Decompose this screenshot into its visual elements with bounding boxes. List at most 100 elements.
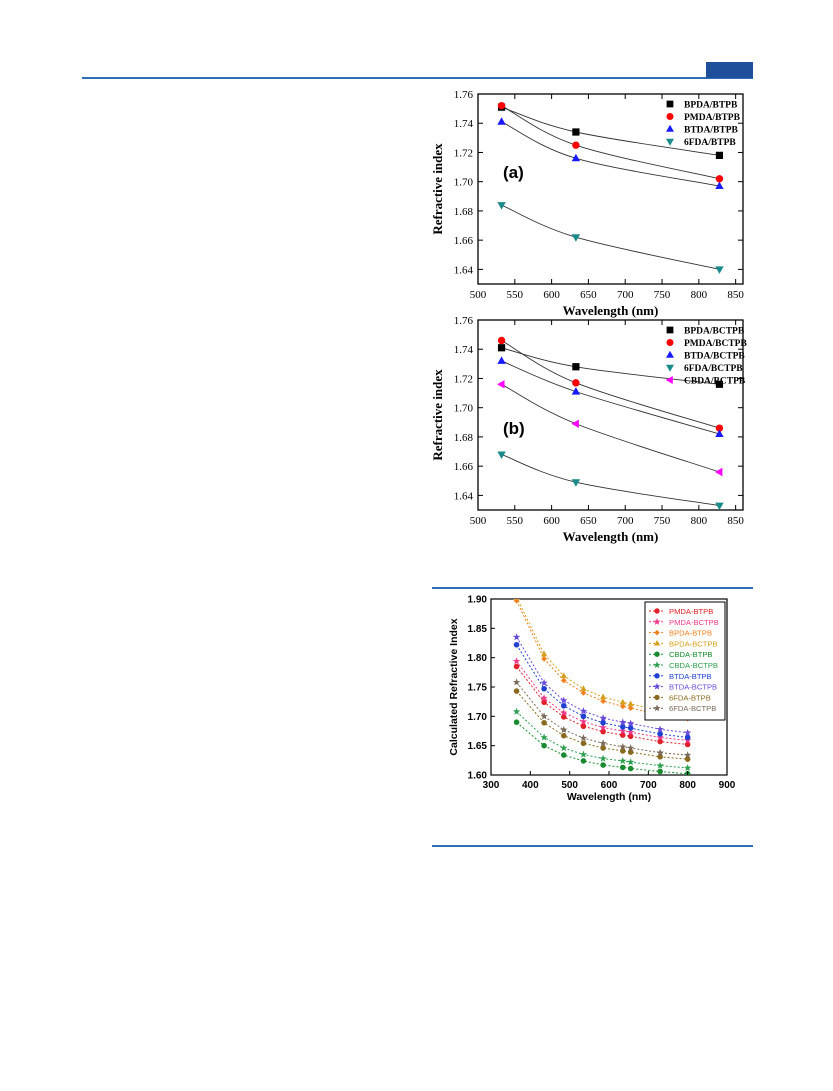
data-point bbox=[599, 714, 607, 722]
data-point bbox=[619, 703, 626, 710]
y-tick-label: 1.72 bbox=[454, 373, 473, 385]
data-point bbox=[540, 678, 548, 687]
data-point bbox=[599, 754, 607, 762]
data-point bbox=[627, 705, 634, 711]
data-point bbox=[715, 181, 724, 190]
data-point bbox=[513, 688, 520, 694]
data-point bbox=[560, 744, 568, 752]
data-point bbox=[541, 699, 547, 706]
legend-label: CBDA-BTPB bbox=[669, 650, 712, 659]
y-tick-label: 1.85 bbox=[468, 624, 488, 635]
y-tick-label: 1.80 bbox=[468, 653, 488, 664]
data-point bbox=[683, 728, 692, 736]
data-point bbox=[540, 733, 548, 741]
data-point bbox=[580, 758, 587, 764]
data-point bbox=[541, 685, 547, 692]
y-tick-label: 1.70 bbox=[454, 403, 474, 415]
legend-marker bbox=[666, 100, 674, 108]
y-tick-label: 1.64 bbox=[454, 264, 474, 276]
data-point bbox=[656, 725, 664, 733]
x-tick-label: 750 bbox=[654, 289, 671, 301]
x-tick-label: 550 bbox=[507, 515, 524, 527]
data-point bbox=[580, 713, 587, 720]
data-point bbox=[571, 153, 581, 162]
data-point bbox=[579, 734, 588, 742]
data-point bbox=[580, 685, 587, 691]
series-line bbox=[516, 600, 688, 720]
data-point bbox=[497, 336, 506, 345]
data-point bbox=[599, 739, 607, 747]
y-tick-label: 1.72 bbox=[454, 147, 473, 159]
data-point bbox=[599, 723, 607, 731]
x-axis-label: Wavelength (nm) bbox=[563, 303, 659, 318]
x-tick-label: 300 bbox=[483, 780, 500, 791]
data-point bbox=[572, 379, 580, 387]
data-point bbox=[571, 234, 581, 242]
data-point bbox=[657, 754, 663, 760]
legend-label: CBDA/BCTPB bbox=[684, 377, 746, 387]
data-point bbox=[560, 677, 567, 684]
legend-marker bbox=[653, 682, 661, 690]
data-point bbox=[541, 655, 547, 662]
legend-marker bbox=[653, 704, 661, 712]
data-point bbox=[560, 708, 568, 716]
data-point bbox=[579, 707, 588, 715]
data-point bbox=[580, 690, 587, 696]
data-point bbox=[715, 266, 724, 274]
data-point bbox=[657, 768, 663, 775]
data-point bbox=[715, 151, 724, 159]
data-point bbox=[497, 202, 506, 210]
data-point bbox=[571, 479, 581, 487]
data-point bbox=[560, 732, 567, 739]
legend-marker bbox=[654, 608, 660, 614]
header-page-tab bbox=[706, 62, 753, 78]
data-point bbox=[579, 717, 588, 725]
legend-marker bbox=[666, 339, 674, 346]
data-point bbox=[497, 117, 506, 125]
data-point bbox=[619, 718, 627, 726]
data-point bbox=[497, 356, 506, 364]
y-axis-label: Calculated Refractive Index bbox=[448, 618, 460, 755]
x-tick-label: 600 bbox=[543, 515, 560, 527]
legend-marker bbox=[666, 113, 674, 120]
y-tick-label: 1.66 bbox=[454, 461, 474, 473]
data-point bbox=[627, 749, 634, 755]
legend-marker bbox=[654, 629, 660, 636]
data-point bbox=[513, 599, 520, 604]
y-tick-label: 1.75 bbox=[468, 683, 488, 694]
data-point bbox=[684, 741, 691, 748]
x-tick-label: 850 bbox=[727, 289, 744, 301]
legend-label: BTDA-BCTPB bbox=[669, 683, 717, 692]
plot-frame bbox=[477, 319, 744, 511]
data-point bbox=[497, 101, 506, 110]
legend-marker bbox=[666, 124, 674, 132]
series-group bbox=[512, 599, 692, 775]
data-point bbox=[572, 141, 580, 149]
data-point bbox=[600, 728, 606, 735]
data-point bbox=[560, 752, 567, 758]
x-tick-label: 800 bbox=[679, 780, 696, 791]
data-point bbox=[540, 650, 548, 657]
data-point bbox=[656, 748, 664, 756]
y-tick-label: 1.76 bbox=[454, 315, 474, 327]
fit-curve bbox=[501, 383, 720, 473]
data-point bbox=[619, 732, 626, 738]
figure-bottom-rule bbox=[432, 845, 753, 847]
data-point bbox=[656, 761, 664, 769]
data-point bbox=[714, 467, 723, 477]
fit-curve bbox=[501, 360, 720, 435]
y-tick-label: 1.90 bbox=[468, 595, 488, 606]
data-point bbox=[683, 764, 692, 772]
legend-label: BTDA-BTPB bbox=[669, 672, 712, 681]
legend-marker bbox=[653, 661, 661, 669]
y-tick-label: 1.68 bbox=[454, 432, 474, 444]
data-point bbox=[497, 451, 506, 459]
x-tick-label: 750 bbox=[654, 515, 671, 527]
y-tick-label: 1.74 bbox=[454, 118, 474, 130]
y-tick-label: 1.68 bbox=[454, 206, 474, 218]
legend-label: BTDA/BCTPB bbox=[684, 352, 745, 362]
data-point bbox=[540, 712, 548, 720]
data-point bbox=[657, 738, 663, 745]
